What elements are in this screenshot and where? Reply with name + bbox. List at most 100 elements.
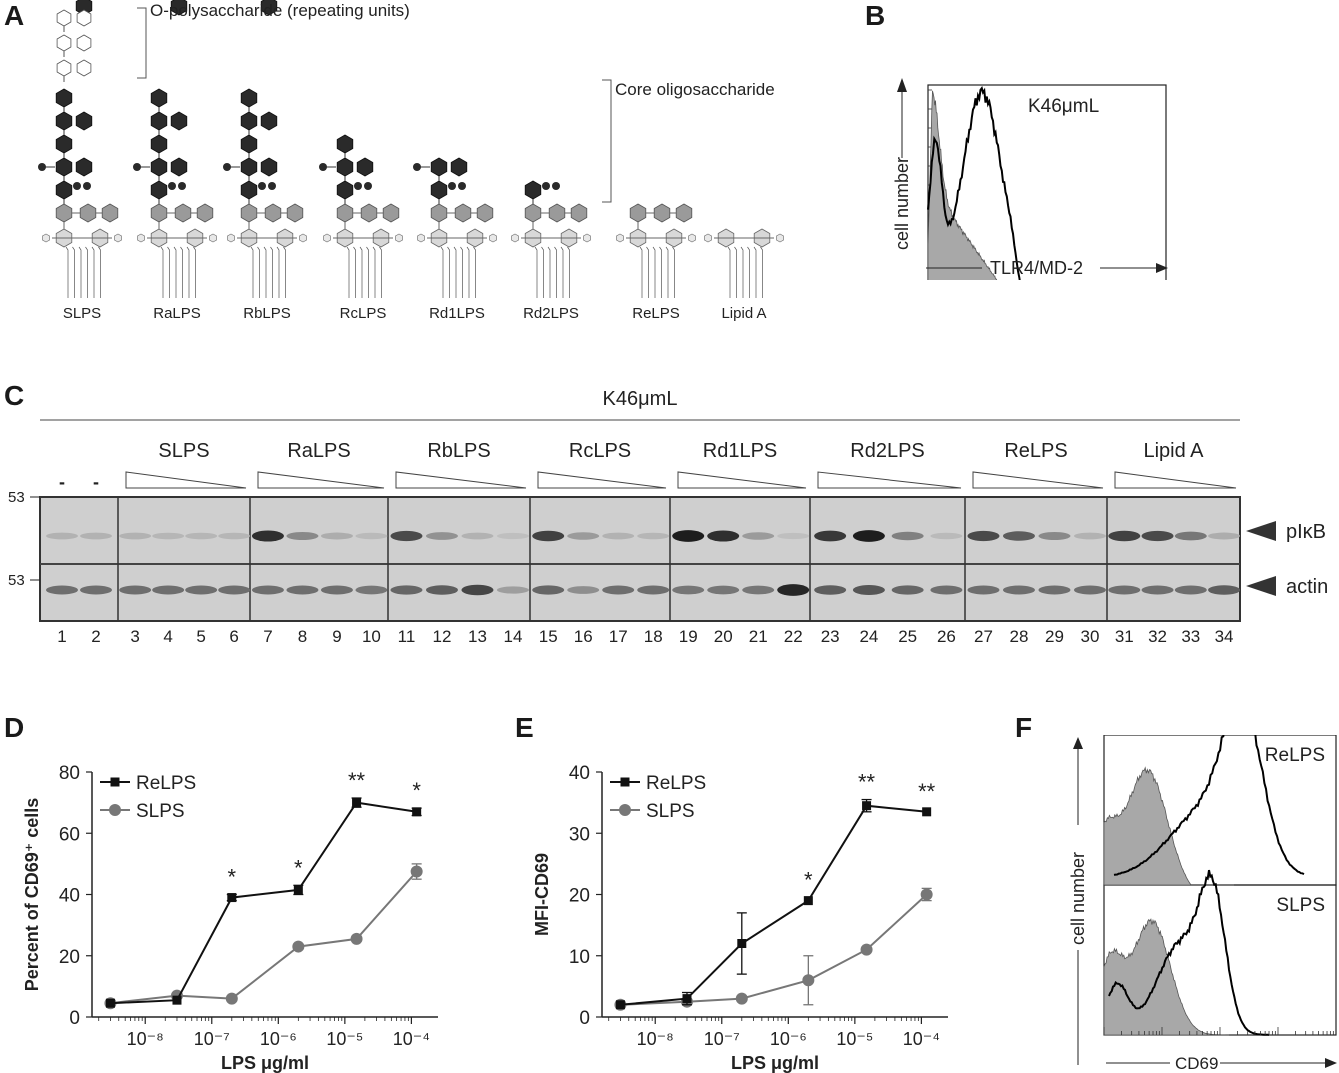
core-sugar xyxy=(336,180,354,200)
acyl-chain xyxy=(98,246,101,298)
actin-band xyxy=(532,585,565,595)
blot-frame xyxy=(39,496,1241,622)
lane-number: 2 xyxy=(91,627,100,646)
actin-band xyxy=(1073,585,1106,595)
phosphate-dot xyxy=(73,182,81,190)
lane-number: 23 xyxy=(821,627,840,646)
legend-marker xyxy=(619,804,631,816)
f-top-relps-histogram xyxy=(1113,735,1305,876)
acyl-chain xyxy=(753,246,757,298)
acyl-chain xyxy=(372,246,376,298)
core-branch-sugar xyxy=(75,157,93,177)
pikb-band xyxy=(1073,532,1106,540)
significance-mark: ** xyxy=(348,768,366,793)
lane-number: 12 xyxy=(432,627,451,646)
actin-band xyxy=(46,585,78,595)
lane-number: 25 xyxy=(898,627,917,646)
y-tick-label: 30 xyxy=(569,824,590,845)
panel-b-x-label-row: TLR4/MD-2 xyxy=(920,256,1170,280)
panel-letter-e: E xyxy=(515,712,534,743)
core-top-sugar xyxy=(75,0,93,16)
significance-mark: * xyxy=(294,855,303,880)
significance-mark: ** xyxy=(918,779,936,804)
data-point xyxy=(412,807,422,817)
f-bottom-control-histogram xyxy=(1103,918,1229,1036)
data-point xyxy=(352,798,362,808)
panel-letter-b: B xyxy=(865,0,886,31)
kdo-sugar xyxy=(150,203,168,223)
heptose-sugar xyxy=(196,203,214,223)
panel-f-top-label: ReLPS xyxy=(1265,745,1325,766)
pikb-band xyxy=(814,530,847,542)
series-line xyxy=(110,801,417,1005)
acyl-chain xyxy=(727,246,731,298)
acyl-chain xyxy=(78,246,82,298)
series-relps xyxy=(105,797,422,1008)
pikb-band xyxy=(185,532,218,540)
core-sugar xyxy=(240,157,258,177)
phosphate-dot xyxy=(178,182,186,190)
acyl-chain xyxy=(72,246,75,298)
pikb-band xyxy=(967,530,1000,542)
core-sugar xyxy=(150,88,168,108)
f-bottom-slps-histogram xyxy=(1108,869,1270,1036)
core-sugar xyxy=(55,134,73,154)
phosphate-group xyxy=(417,233,425,243)
legend-label: SLPS xyxy=(646,801,695,822)
acyl-chain xyxy=(167,246,170,298)
panel-c-title: K46μmL xyxy=(603,388,678,410)
panel-b-y-label: cell number xyxy=(892,157,912,250)
pikb-band xyxy=(461,532,494,540)
side-branch-dot xyxy=(133,163,141,171)
legend-marker xyxy=(110,777,120,787)
acyl-chain xyxy=(740,246,744,298)
y-tick-label: 80 xyxy=(59,763,80,784)
actin-band xyxy=(930,585,963,595)
series-slps xyxy=(614,887,933,1011)
actin-label: actin xyxy=(1286,576,1328,598)
panel-f-bottom-label: SLPS xyxy=(1276,895,1325,916)
pikb-band xyxy=(1208,532,1241,540)
acyl-chain xyxy=(646,246,649,298)
lps-label: Rd1LPS xyxy=(429,305,485,322)
pikb-band xyxy=(1108,530,1141,542)
kdo-sugar xyxy=(336,203,354,223)
phosphate-group xyxy=(688,233,696,243)
lane-number: 19 xyxy=(679,627,698,646)
data-point xyxy=(682,994,692,1004)
legend-label: ReLPS xyxy=(646,773,706,794)
y-tick-label: 10 xyxy=(569,947,590,968)
actin-band xyxy=(1174,585,1207,595)
x-tick-label: 10⁻⁵ xyxy=(326,1029,363,1049)
acyl-chain xyxy=(760,246,763,298)
heptose-sugar xyxy=(101,203,119,223)
lps-label: RaLPS xyxy=(153,305,201,322)
dose-triangle xyxy=(972,471,1104,489)
core-sugar xyxy=(430,180,448,200)
lane-number: 34 xyxy=(1215,627,1234,646)
acyl-chain xyxy=(359,246,363,298)
panel-letter-d: D xyxy=(4,712,25,743)
acyl-chain xyxy=(173,246,177,298)
actin-band xyxy=(355,585,388,595)
kdo-sugar xyxy=(454,203,472,223)
actin-band xyxy=(1038,585,1071,595)
dose-triangle xyxy=(1114,471,1237,489)
heptose-sugar xyxy=(570,203,588,223)
heptose-sugar xyxy=(382,203,400,223)
o-polysaccharide-label: O-polysaccharide (repeating units) xyxy=(150,1,410,20)
actin-band xyxy=(152,585,185,595)
pikb-band xyxy=(46,532,78,540)
pikb-band xyxy=(80,532,112,540)
x-tick-label: 10⁻⁶ xyxy=(260,1029,297,1049)
pikb-band xyxy=(218,532,251,540)
actin-band xyxy=(637,585,670,595)
actin-band xyxy=(390,585,423,595)
pikb-band xyxy=(930,532,963,540)
significance-mark: * xyxy=(412,778,421,803)
phosphate-group xyxy=(137,233,145,243)
acyl-chain xyxy=(466,246,470,298)
pikb-band xyxy=(672,530,705,542)
acyl-chain xyxy=(567,246,570,298)
panel-c-lane-numbers: 1 2 3 4 5 6 7 8 9 10 11 12 13 14 15 16 17 18 19 20 21 22 23 24 2… xyxy=(57,627,1233,646)
